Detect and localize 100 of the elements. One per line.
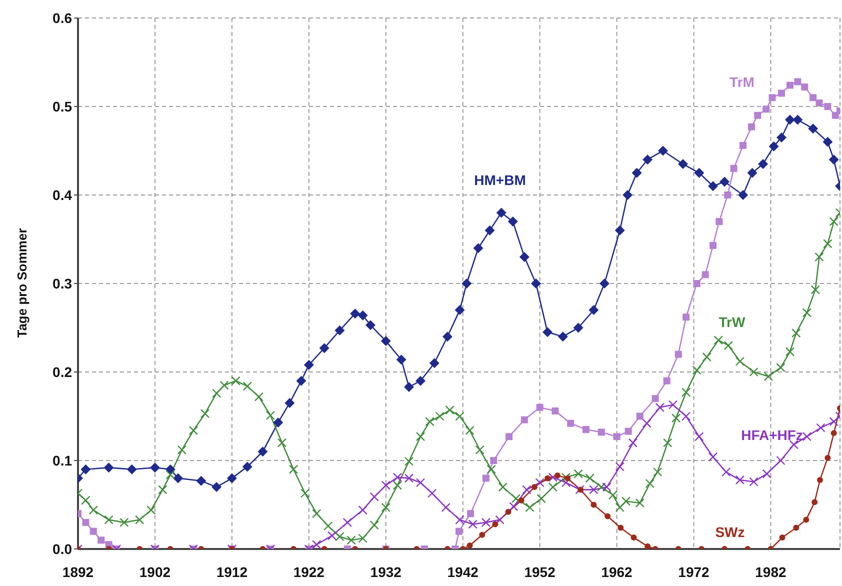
point [578,486,584,493]
point [630,534,637,540]
point [768,94,776,102]
point [754,112,762,119]
point [350,308,360,319]
point [802,432,812,442]
x-tick-label: 1892 [62,564,94,580]
point [404,474,414,483]
point [509,502,518,512]
point [816,99,823,106]
point [467,510,474,518]
point [573,322,584,333]
point [468,520,478,529]
point [622,190,633,200]
point [830,430,837,436]
point [735,475,745,485]
point [822,136,833,147]
point [442,332,452,342]
point [575,485,584,494]
point [319,343,330,354]
point [615,462,624,472]
point [636,412,644,420]
x-tick-label: 1912 [216,564,248,580]
point [716,218,723,226]
point [508,216,518,227]
point [602,482,612,492]
series-label: HM+BM [474,172,526,188]
y-tick-label: 0.0 [52,540,72,557]
point [558,332,568,342]
point [492,521,498,528]
point [258,446,268,457]
point [710,242,716,249]
point [173,473,184,484]
y-tick-label: 0.3 [52,275,72,292]
point [416,376,426,386]
point [721,467,731,477]
y-axis-title: Tage pro Sommer [14,228,30,338]
point [758,159,768,170]
point [590,502,597,508]
point [663,377,670,384]
point [104,462,114,473]
point [816,423,826,432]
point [803,516,810,523]
point [380,336,391,346]
point [479,532,486,538]
point [789,440,798,450]
point [824,103,832,110]
point [794,78,802,86]
point [561,478,571,488]
point [496,208,506,218]
point [652,395,659,402]
point [588,305,599,316]
point [749,477,758,486]
point [455,515,464,524]
point [358,505,368,515]
point [658,146,668,156]
point [473,243,484,254]
point [768,141,779,152]
point [482,474,490,482]
point [589,485,598,494]
point [334,325,345,336]
point [456,528,462,535]
x-tick-label: 1922 [293,564,325,580]
point [226,473,237,484]
point [196,476,206,486]
point [668,400,678,410]
point [530,278,541,288]
x-tick-label: 1952 [524,564,556,580]
point [552,407,559,414]
point [740,142,747,149]
point [779,534,786,540]
point [747,168,758,178]
point [404,382,414,392]
point [682,314,690,321]
point [365,320,376,330]
point [536,404,544,411]
point [544,475,551,482]
point [644,543,651,549]
point [693,280,700,287]
point [724,192,732,198]
point [273,417,284,428]
point [613,433,620,440]
y-tick-label: 0.2 [52,364,72,380]
x-tick-label: 1972 [678,564,710,580]
point [381,480,390,490]
series-label: HFA+HFz [741,427,803,443]
point [762,469,772,478]
point [212,482,222,492]
point [296,376,306,386]
y-tick-label: 0.1 [52,452,72,468]
y-tick-label: 0.5 [52,98,72,114]
point [466,542,473,548]
point [618,524,624,531]
point [778,90,786,97]
point [564,475,571,482]
point [678,159,688,170]
point [548,472,558,482]
point [708,181,718,192]
point [694,168,704,178]
point [441,502,451,512]
